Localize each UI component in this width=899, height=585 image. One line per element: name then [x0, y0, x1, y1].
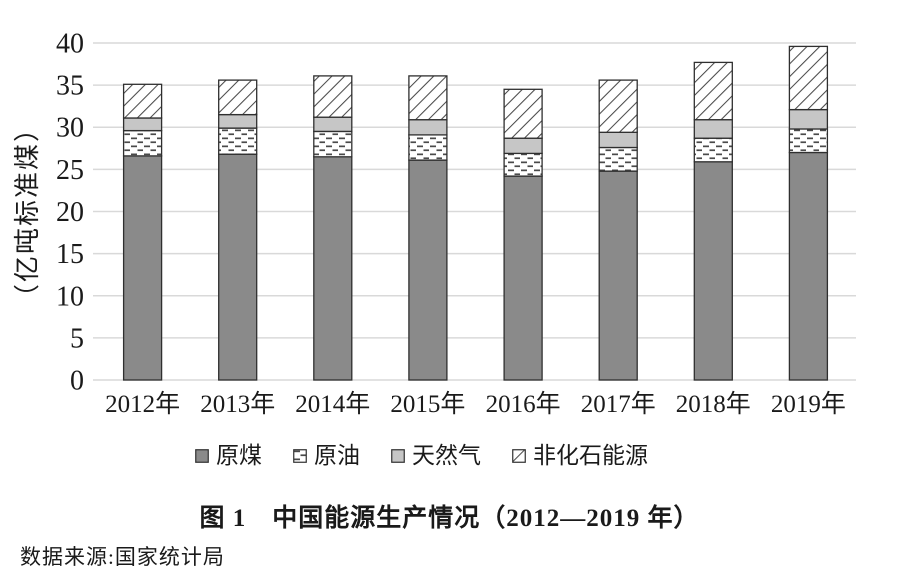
bar-segment [503, 152, 543, 177]
x-axis-tick-labels: 2012年 2013年 2014年 2015年 2016年 2017年 2018年 2019年 [105, 390, 846, 418]
bar-segment [313, 156, 353, 381]
legend-item-natural-gas: 天然气 [391, 444, 481, 467]
bar-segment [693, 137, 733, 163]
coal-swatch-icon [195, 448, 209, 463]
legend-item-crude-oil: 原油 [293, 444, 360, 467]
data-source-note: 数据来源:国家统计局 [20, 545, 225, 569]
y-tick-label: 20 [56, 197, 84, 228]
bar-segment [313, 116, 353, 133]
bar-segment [218, 127, 258, 155]
gridlines [93, 42, 856, 381]
x-tick-label: 2013年 [200, 390, 275, 418]
bar-segment [598, 79, 638, 133]
legend-item-non-fossil: 非化石能源 [512, 444, 648, 467]
figure-caption: 图 1 中国能源生产情况（2012—2019 年） [199, 505, 700, 532]
x-tick-label: 2018年 [676, 390, 751, 418]
chart-legend: 原煤 原油 天然气 非化石能源 [0, 444, 899, 467]
bar-segment [122, 83, 163, 119]
bar-segment [693, 119, 733, 139]
bar-segment [788, 108, 829, 130]
bar-segment [408, 119, 448, 136]
bar-2017年 [598, 79, 638, 381]
bar-segment [788, 45, 829, 111]
bar-segment [218, 79, 258, 116]
y-axis-title: （亿吨标准煤） [13, 114, 42, 310]
y-tick-label: 30 [56, 113, 84, 144]
bar-segment [122, 129, 163, 157]
natural-gas-swatch-icon [391, 448, 405, 463]
bar-segment [693, 161, 733, 381]
legend-label-coal: 原煤 [216, 443, 262, 468]
bar-2019年 [788, 45, 829, 381]
bar-2016年 [503, 88, 543, 381]
bar-segment [408, 75, 448, 121]
x-tick-label: 2019年 [771, 390, 846, 418]
bar-segment [218, 153, 258, 381]
legend-label-crude-oil: 原油 [314, 443, 360, 468]
bar-segment [313, 75, 353, 118]
x-tick-label: 2015年 [390, 390, 465, 418]
y-tick-label: 25 [56, 155, 84, 186]
bar-segment [122, 155, 163, 381]
legend-label-non-fossil: 非化石能源 [533, 443, 648, 468]
bar-segment [598, 146, 638, 172]
bar-2012年 [122, 83, 163, 381]
bar-segment [598, 170, 638, 381]
bar-segment [503, 137, 543, 155]
bar-segment [313, 130, 353, 158]
bar-segment [598, 131, 638, 149]
bar-2013年 [218, 79, 258, 381]
y-axis-tick-labels: 0 5 10 15 20 25 30 35 40 [56, 29, 84, 397]
y-tick-label: 10 [56, 281, 84, 312]
y-tick-label: 5 [70, 323, 84, 354]
x-tick-label: 2016年 [486, 390, 561, 418]
bar-2018年 [693, 61, 733, 381]
bar-2014年 [313, 75, 353, 381]
non-fossil-swatch-icon [512, 448, 526, 463]
bar-segment [408, 134, 448, 161]
bar-segment [693, 61, 733, 121]
bars-group [122, 45, 829, 381]
y-tick-label: 15 [56, 239, 84, 270]
bar-segment [122, 117, 163, 132]
x-tick-label: 2014年 [295, 390, 370, 418]
bar-segment [503, 175, 543, 381]
bar-segment [408, 159, 448, 381]
bar-2015年 [408, 75, 448, 381]
y-tick-label: 40 [56, 29, 84, 60]
y-tick-label: 0 [70, 366, 84, 397]
bar-segment [788, 151, 829, 381]
y-tick-label: 35 [56, 71, 84, 102]
legend-item-coal: 原煤 [195, 444, 262, 467]
bar-segment [503, 88, 543, 139]
x-tick-label: 2012年 [105, 390, 180, 418]
bar-segment [788, 128, 829, 154]
crude-oil-swatch-icon [293, 448, 307, 463]
legend-label-natural-gas: 天然气 [412, 443, 481, 468]
bar-segment [218, 113, 258, 129]
x-tick-label: 2017年 [581, 390, 656, 418]
